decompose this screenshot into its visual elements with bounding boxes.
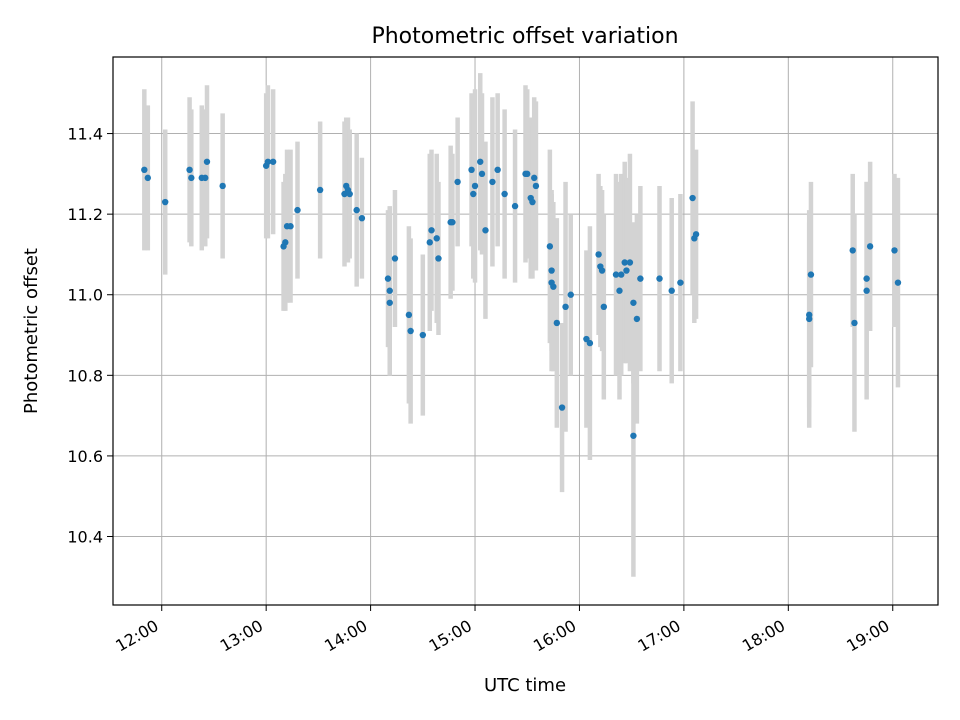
data-point <box>477 158 484 165</box>
data-point <box>806 315 813 323</box>
data-point <box>600 303 608 311</box>
data-point <box>144 174 152 182</box>
data-point <box>346 190 353 198</box>
y-tick-label: 10.4 <box>67 528 103 547</box>
data-point <box>219 182 226 190</box>
data-point <box>863 275 870 282</box>
data-point <box>866 243 874 250</box>
data-point <box>316 186 324 194</box>
data-point <box>689 194 696 202</box>
data-point <box>494 166 501 174</box>
data-point <box>849 247 856 254</box>
data-point <box>807 271 815 278</box>
data-point <box>287 223 294 230</box>
data-point <box>546 243 554 250</box>
x-axis-label: UTC time <box>484 675 566 696</box>
data-point <box>656 275 663 282</box>
data-point <box>471 182 479 190</box>
data-points <box>141 158 902 439</box>
data-point <box>637 275 644 282</box>
y-tick-label: 11.2 <box>67 205 103 224</box>
data-point <box>489 178 496 186</box>
data-point <box>454 178 461 186</box>
data-point <box>269 158 277 165</box>
data-point <box>616 287 623 294</box>
data-point <box>162 198 169 206</box>
data-point <box>630 432 637 439</box>
data-point <box>478 170 486 178</box>
y-tick-label: 11.0 <box>67 286 103 305</box>
data-point <box>501 190 508 198</box>
data-point <box>188 174 195 182</box>
data-point <box>294 206 301 214</box>
data-point <box>358 214 366 222</box>
data-point <box>353 206 360 214</box>
data-point <box>623 267 630 274</box>
data-point <box>433 235 440 242</box>
data-point <box>550 283 557 290</box>
chart-title: Photometric offset variation <box>371 24 678 49</box>
data-point <box>618 271 625 278</box>
y-tick-label: 10.6 <box>67 447 103 466</box>
data-point <box>612 271 620 278</box>
data-point <box>851 319 858 327</box>
data-point <box>630 299 637 306</box>
data-point <box>428 227 435 234</box>
data-point <box>449 219 456 226</box>
data-point <box>419 331 427 339</box>
data-point <box>426 239 433 246</box>
data-point <box>282 239 289 246</box>
data-point <box>633 315 641 323</box>
data-point <box>141 166 148 174</box>
data-point <box>468 166 475 174</box>
data-point <box>264 158 272 165</box>
data-point <box>405 311 413 319</box>
data-point <box>894 279 902 286</box>
data-point <box>203 158 211 165</box>
data-point <box>532 182 540 190</box>
data-point <box>548 267 555 274</box>
data-point <box>384 275 392 282</box>
data-point <box>891 247 898 254</box>
data-point <box>586 339 594 347</box>
data-point <box>386 299 393 306</box>
data-point <box>186 166 193 174</box>
data-point <box>529 198 536 206</box>
data-point <box>482 227 489 234</box>
data-point <box>626 259 634 266</box>
data-point <box>558 404 566 411</box>
data-point <box>531 174 538 182</box>
data-point <box>595 251 602 258</box>
plot-frame <box>112 56 939 606</box>
data-point <box>863 287 870 294</box>
data-point <box>567 291 574 298</box>
y-tick-label: 11.4 <box>67 125 103 144</box>
data-point <box>391 255 399 262</box>
data-point <box>692 231 700 238</box>
data-point <box>386 287 393 294</box>
data-point <box>407 327 414 335</box>
data-point <box>553 319 561 327</box>
data-point <box>511 202 519 210</box>
data-point <box>524 170 531 178</box>
y-tick-label: 10.8 <box>67 366 103 385</box>
data-point <box>470 190 477 198</box>
data-point <box>562 303 569 311</box>
data-point <box>598 267 606 274</box>
data-point <box>677 279 684 286</box>
data-point <box>435 255 442 262</box>
data-point <box>621 259 628 266</box>
data-point <box>668 287 675 294</box>
data-point <box>202 174 209 182</box>
y-axis-label: Photometric offset <box>21 248 42 414</box>
